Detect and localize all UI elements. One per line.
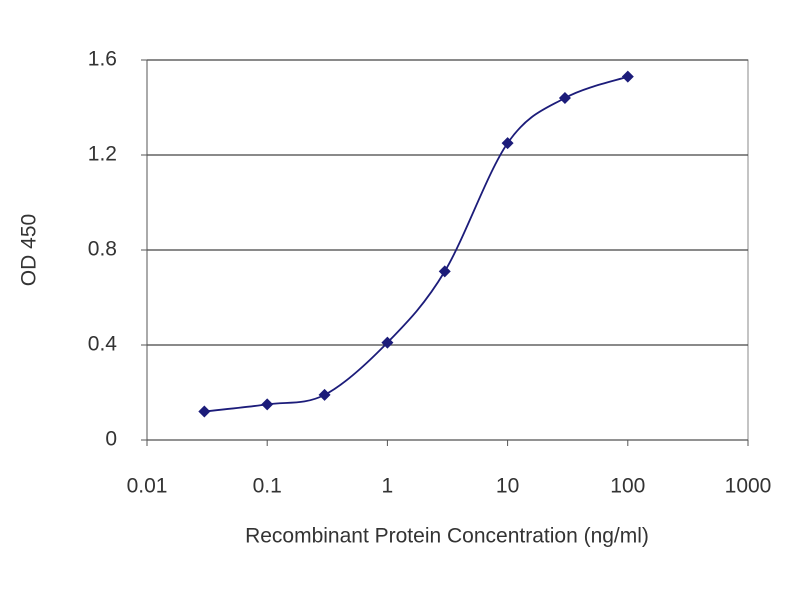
- data-point: [438, 265, 451, 278]
- x-tick-label: 1000: [725, 475, 772, 498]
- y-tick-label: 1.6: [88, 48, 117, 71]
- y-tick-label: 0.4: [88, 333, 118, 356]
- data-line: [204, 75, 629, 413]
- x-tick-label: 1: [382, 475, 394, 498]
- data-point: [558, 92, 571, 104]
- data-point: [198, 405, 211, 418]
- data-point: [381, 336, 394, 349]
- x-tick-label: 10: [496, 475, 519, 498]
- y-tick-label: 0: [105, 428, 117, 451]
- data-point: [318, 388, 331, 401]
- x-axis-label: Recombinant Protein Concentration (ng/ml…: [245, 525, 649, 548]
- x-tick-label: 100: [610, 475, 645, 498]
- y-axis-label: OD 450: [18, 214, 41, 286]
- y-tick-label: 0.8: [88, 238, 117, 261]
- data-point: [621, 70, 634, 83]
- x-tick-label: 0.1: [253, 475, 282, 498]
- data-point: [501, 137, 514, 150]
- data-point: [261, 398, 274, 411]
- y-tick-label: 1.2: [88, 143, 117, 166]
- x-tick-label: 0.01: [127, 475, 168, 498]
